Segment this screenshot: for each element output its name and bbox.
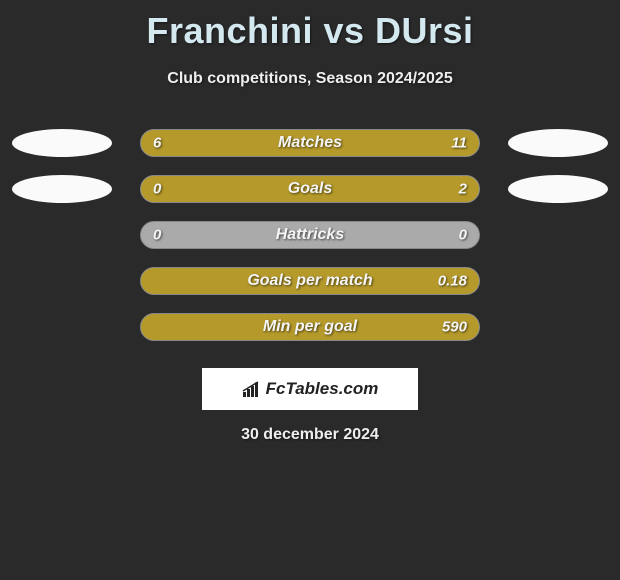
stat-label: Hattricks: [141, 222, 479, 248]
stat-bar: 590Min per goal: [140, 313, 480, 341]
subtitle: Club competitions, Season 2024/2025: [0, 70, 620, 88]
footer-brand-box: FcTables.com: [202, 368, 418, 410]
stat-row: 0.18Goals per match: [0, 258, 620, 304]
stat-value-right: 0: [459, 227, 467, 244]
stat-label: Goals per match: [141, 268, 479, 294]
footer-brand: FcTables.com: [242, 379, 379, 399]
team-oval-right: [508, 175, 608, 203]
stat-row: 0 2Goals: [0, 166, 620, 212]
stat-value-left: 6: [153, 135, 161, 152]
footer-brand-text: FcTables.com: [266, 379, 379, 399]
stat-value-left: 0: [153, 181, 161, 198]
stat-value-right: 590: [442, 319, 467, 336]
stat-row: 6 11Matches: [0, 120, 620, 166]
stat-label: Matches: [141, 130, 479, 156]
stat-bar: 6 11Matches: [140, 129, 480, 157]
stats-area: 611Matches02Goals00Hattricks0.18Goals pe…: [0, 120, 620, 350]
team-oval-left: [12, 129, 112, 157]
stat-row: 590Min per goal: [0, 304, 620, 350]
stat-value-right: 11: [451, 135, 467, 152]
stat-bar: 0 2Goals: [140, 175, 480, 203]
page-title: Franchini vs DUrsi: [0, 0, 620, 52]
date-line: 30 december 2024: [0, 426, 620, 444]
stat-value-left: 0: [153, 227, 161, 244]
stat-bar: 0.18Goals per match: [140, 267, 480, 295]
stat-bar: 0 0Hattricks: [140, 221, 480, 249]
barchart-icon: [242, 380, 262, 398]
stat-value-right: 0.18: [438, 273, 467, 290]
team-oval-left: [12, 175, 112, 203]
stat-row: 0 0Hattricks: [0, 212, 620, 258]
stat-label: Min per goal: [141, 314, 479, 340]
stat-value-right: 2: [459, 181, 467, 198]
stat-label: Goals: [141, 176, 479, 202]
team-oval-right: [508, 129, 608, 157]
